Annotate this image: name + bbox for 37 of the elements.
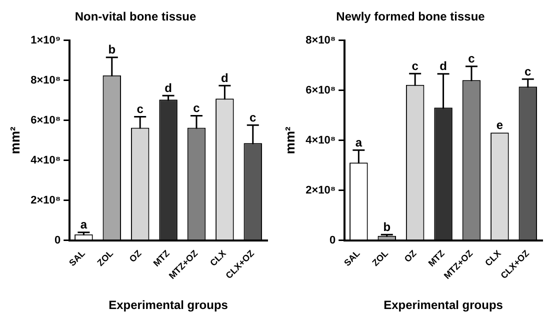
- annotation: e: [496, 118, 504, 132]
- y-tick-label: 4×10⁸: [306, 134, 336, 146]
- y-tick-label: 4×10⁸: [30, 154, 61, 166]
- x-tick-label: SAL: [342, 248, 362, 268]
- annotation: b: [383, 220, 391, 234]
- annotation: a: [355, 135, 362, 150]
- x-tick-label: OZ: [402, 248, 419, 264]
- chart-title: Newly formed bone tissue: [336, 10, 486, 24]
- y-tick-label: 2×10⁸: [306, 184, 336, 196]
- chart-title: Non-vital bone tissue: [74, 10, 196, 24]
- x-tick-label: OZ: [127, 248, 144, 264]
- annotation: c: [412, 58, 419, 73]
- annotation: c: [468, 52, 476, 66]
- annotation: c: [193, 101, 200, 116]
- annotation: b: [108, 42, 116, 57]
- annotation: d: [164, 80, 172, 95]
- annotation: a: [80, 218, 88, 232]
- annotation: d: [440, 59, 447, 74]
- y-tick-label: 2×10⁸: [30, 194, 61, 206]
- x-tick-label: ZOL: [370, 248, 390, 268]
- x-tick-label: SAL: [67, 248, 88, 268]
- annotation: c: [136, 102, 144, 116]
- y-axis-title: mm²: [7, 126, 22, 154]
- y-tick-label: 0: [329, 234, 336, 246]
- annotation: c: [524, 64, 532, 78]
- annotation: d: [221, 70, 228, 85]
- x-tick-label: ZOL: [95, 248, 116, 268]
- y-axis-title: mm²: [282, 126, 298, 154]
- x-axis-title: Experimental groups: [384, 298, 504, 312]
- y-tick-label: 6×10⁸: [306, 84, 336, 96]
- y-tick-label: 8×10⁸: [306, 34, 336, 46]
- x-axis-title: Experimental groups: [108, 298, 228, 312]
- y-tick-label: 1×10⁹: [30, 34, 61, 46]
- annotation: c: [250, 110, 257, 124]
- y-tick-label: 6×10⁸: [30, 114, 61, 126]
- y-tick-label: 8×10⁸: [30, 74, 61, 86]
- y-tick-label: 0: [54, 234, 61, 246]
